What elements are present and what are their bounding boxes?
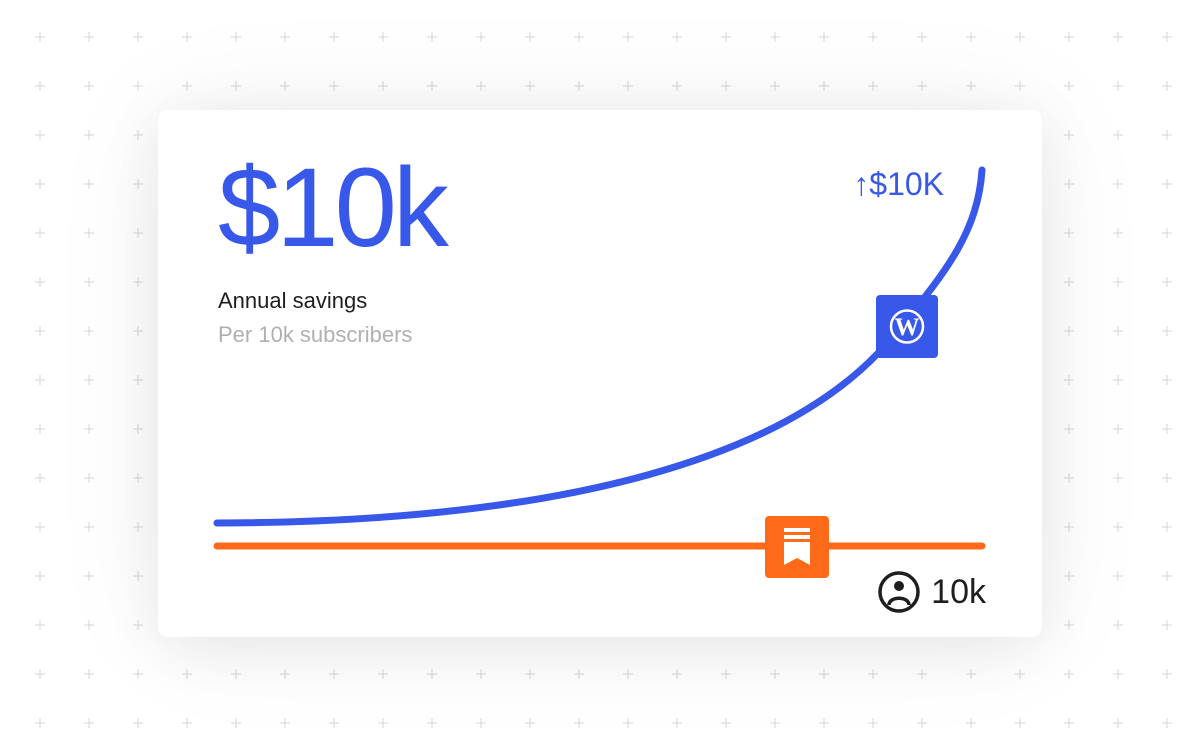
- savings-sublabel: Per 10k subscribers: [218, 322, 413, 347]
- svg-text:W: W: [895, 314, 920, 341]
- subscriber-count: 10k: [877, 570, 986, 614]
- savings-card: W $10k Annual savings Per 10k subscriber…: [158, 110, 1042, 637]
- bookmark-marker: [765, 516, 829, 578]
- curve-end-label: ↑$10K: [853, 166, 944, 202]
- wordpress-marker: W: [876, 295, 938, 358]
- user-circle-icon: [878, 571, 920, 613]
- savings-chart: W: [213, 166, 986, 578]
- savings-label: Annual savings: [218, 288, 368, 313]
- bookmark-icon: [784, 528, 810, 565]
- savings-value: $10k: [218, 145, 449, 270]
- wordpress-icon: W: [889, 309, 925, 344]
- savings-curve: [213, 166, 986, 527]
- subscriber-count-value: 10k: [931, 572, 986, 611]
